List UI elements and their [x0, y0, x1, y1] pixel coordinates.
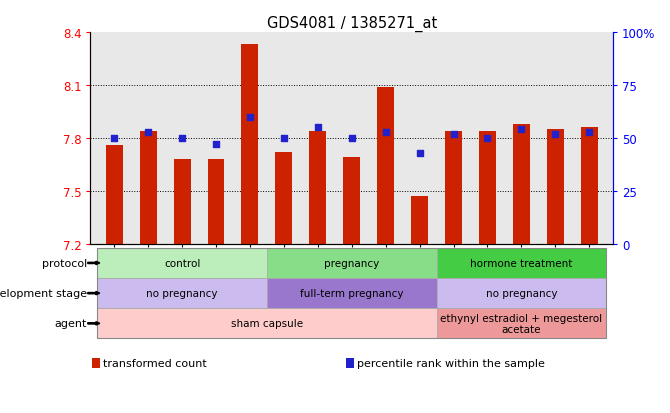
Text: agent: agent — [55, 318, 87, 329]
Bar — [445, 131, 462, 244]
Bar — [174, 160, 190, 244]
Point — [245, 114, 255, 121]
Bar — [513, 124, 530, 244]
Text: pregnancy: pregnancy — [324, 258, 379, 268]
Bar — [547, 130, 564, 244]
Point — [482, 135, 493, 142]
Text: ethynyl estradiol + megesterol
acetate: ethynyl estradiol + megesterol acetate — [440, 313, 602, 335]
Point — [414, 150, 425, 157]
Bar — [208, 160, 224, 244]
Text: percentile rank within the sample: percentile rank within the sample — [357, 358, 545, 368]
Bar — [411, 197, 428, 244]
Point — [279, 135, 289, 142]
Point — [550, 131, 561, 138]
Title: GDS4081 / 1385271_at: GDS4081 / 1385271_at — [267, 16, 437, 32]
Point — [381, 129, 391, 135]
Bar — [275, 153, 292, 244]
Point — [346, 135, 357, 142]
Text: transformed count: transformed count — [103, 358, 206, 368]
Bar — [343, 158, 360, 244]
Text: no pregnancy: no pregnancy — [146, 288, 218, 299]
Bar — [241, 45, 259, 244]
Text: protocol: protocol — [42, 258, 87, 268]
Text: sham capsule: sham capsule — [231, 318, 303, 329]
Bar — [310, 131, 326, 244]
Point — [584, 129, 595, 135]
Point — [177, 135, 188, 142]
Point — [210, 142, 221, 148]
Point — [143, 129, 153, 135]
Bar — [106, 146, 123, 244]
Text: hormone treatment: hormone treatment — [470, 258, 573, 268]
Bar — [139, 131, 157, 244]
Bar — [581, 128, 598, 244]
Point — [312, 125, 323, 131]
Point — [516, 127, 527, 133]
Text: full-term pregnancy: full-term pregnancy — [300, 288, 403, 299]
Text: development stage: development stage — [0, 288, 87, 299]
Bar — [479, 131, 496, 244]
Bar — [377, 88, 394, 244]
Point — [109, 135, 119, 142]
Text: control: control — [164, 258, 200, 268]
Text: no pregnancy: no pregnancy — [486, 288, 557, 299]
Point — [448, 131, 459, 138]
